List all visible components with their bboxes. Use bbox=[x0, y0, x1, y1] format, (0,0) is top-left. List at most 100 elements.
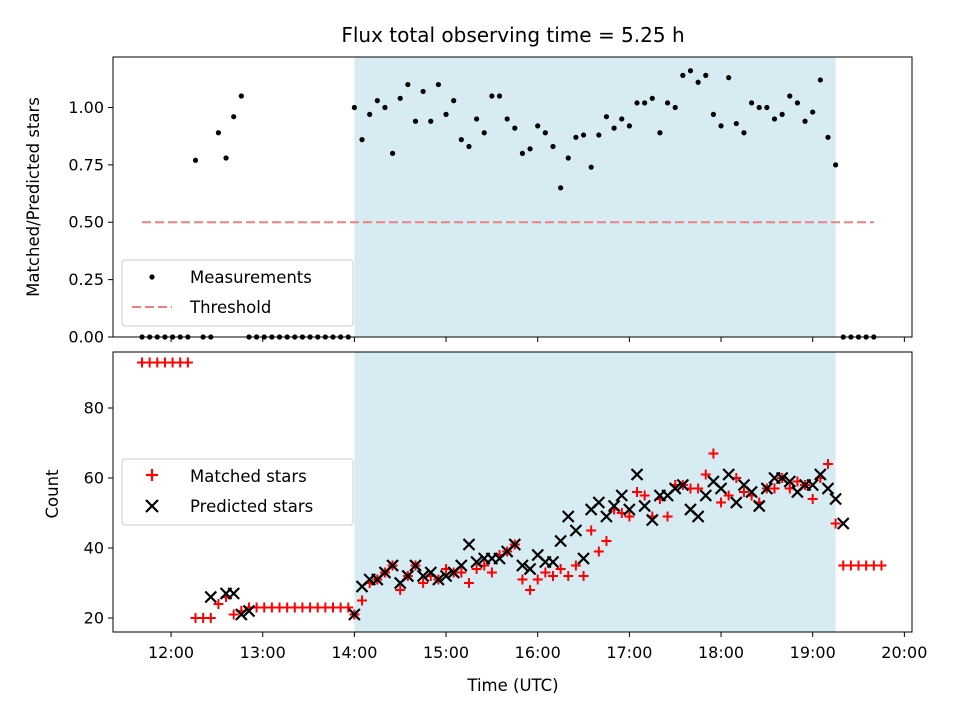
measurement-point bbox=[231, 114, 237, 120]
matched-star-point bbox=[738, 487, 749, 497]
predicted-star-point-b bbox=[646, 513, 659, 527]
predicted-star-point bbox=[227, 587, 240, 600]
matched-star-point bbox=[486, 567, 497, 578]
predicted-star-point-b bbox=[546, 555, 560, 569]
matched-star-point bbox=[463, 578, 474, 588]
predicted-star-point-b bbox=[424, 566, 438, 579]
predicted-star-point-b bbox=[561, 510, 575, 523]
bottom-x-tick-label: 14:00 bbox=[331, 643, 377, 662]
predicted-star-point-b bbox=[783, 475, 797, 488]
measurement-point bbox=[817, 77, 823, 83]
top-panel: Flux total observing time = 5.25 h 0.000… bbox=[24, 23, 913, 347]
predicted-star-point bbox=[416, 569, 430, 583]
legend-measurements-marker bbox=[149, 274, 155, 280]
predicted-star-point-b bbox=[470, 555, 483, 569]
top-y-tick-label: 0.25 bbox=[68, 270, 104, 289]
predicted-star-point-b bbox=[752, 499, 766, 513]
predicted-star-point-b bbox=[638, 499, 651, 513]
measurement-point bbox=[504, 116, 510, 122]
measurement-point bbox=[634, 100, 640, 106]
measurement-point bbox=[649, 95, 655, 101]
measurement-point bbox=[550, 143, 556, 150]
matched-star-point bbox=[532, 574, 543, 585]
predicted-star-point-b bbox=[707, 475, 720, 488]
measurement-point bbox=[603, 114, 610, 120]
measurement-point bbox=[695, 79, 701, 85]
predicted-star-point-b bbox=[814, 468, 827, 481]
measurement-point bbox=[611, 125, 617, 131]
predicted-star-point-b bbox=[432, 573, 445, 586]
predicted-star-point-b bbox=[615, 489, 629, 502]
matched-star-point bbox=[213, 599, 224, 609]
matched-star-point bbox=[228, 609, 239, 620]
predicted-star-point bbox=[691, 510, 705, 523]
matched-star-point bbox=[708, 448, 719, 459]
matched-star-point bbox=[357, 595, 368, 606]
predicted-star-point-b bbox=[760, 482, 774, 495]
measurement-point bbox=[481, 130, 487, 136]
predicted-star-point-b bbox=[607, 499, 621, 513]
predicted-star-point-b bbox=[592, 496, 606, 509]
bottom-x-tick-label: 13:00 bbox=[240, 643, 286, 662]
measurement-point bbox=[412, 118, 419, 124]
measurement-point bbox=[215, 130, 222, 136]
predicted-star-point-b bbox=[416, 569, 430, 583]
predicted-star-point-b bbox=[623, 503, 636, 516]
bottom-shaded-region bbox=[354, 352, 836, 632]
predicted-star-point bbox=[630, 468, 644, 481]
predicted-star-point bbox=[646, 513, 659, 527]
measurement-point bbox=[374, 98, 380, 104]
measurement-point bbox=[519, 150, 526, 156]
matched-star-point bbox=[716, 497, 727, 508]
measurement-point bbox=[496, 93, 503, 99]
predicted-star-point bbox=[600, 510, 613, 523]
bottom-x-tick-label: 16:00 bbox=[515, 643, 561, 662]
predicted-star-point-b bbox=[409, 559, 422, 572]
predicted-star-point bbox=[577, 552, 590, 565]
matched-star-point bbox=[418, 578, 429, 588]
matched-star-point bbox=[693, 483, 704, 494]
measurement-point bbox=[397, 95, 403, 101]
predicted-star-point-b bbox=[775, 471, 789, 485]
predicted-star-point bbox=[623, 503, 636, 516]
predicted-star-point-b bbox=[242, 604, 256, 618]
predicted-star-point-b bbox=[684, 503, 697, 516]
predicted-star-point bbox=[386, 559, 399, 572]
measurement-point bbox=[428, 118, 434, 124]
predicted-star-point-b bbox=[523, 562, 537, 576]
measurement-point bbox=[718, 123, 724, 129]
bottom-legend-box bbox=[121, 458, 354, 526]
bottom-axes-frame bbox=[112, 351, 913, 633]
bottom-x-tick-label: 18:00 bbox=[698, 643, 744, 662]
predicted-star-point-b bbox=[821, 482, 835, 495]
measurement-point bbox=[642, 100, 648, 106]
top-shaded-region bbox=[354, 57, 836, 337]
measurement-point bbox=[192, 157, 199, 163]
predicted-star-point-b bbox=[569, 524, 583, 537]
top-y-tick-label: 0.00 bbox=[68, 328, 104, 347]
predicted-star-point bbox=[462, 538, 476, 551]
matched-star-point bbox=[343, 602, 354, 613]
matched-star-point bbox=[876, 560, 887, 571]
top-legend: Measurements Threshold bbox=[121, 259, 354, 327]
predicted-star-point bbox=[806, 478, 819, 492]
measurement-point bbox=[466, 143, 472, 150]
bottom-x-axis-label: Time (UTC) bbox=[466, 676, 558, 695]
predicted-star-point-b bbox=[691, 510, 705, 523]
top-y-tick-label: 1.00 bbox=[68, 98, 104, 117]
bottom-y-tick-label: 60 bbox=[84, 469, 104, 488]
measurement-point bbox=[558, 185, 564, 191]
predicted-star-point-b bbox=[386, 559, 399, 572]
predicted-star-point-b bbox=[227, 587, 240, 600]
matched-star-point bbox=[578, 571, 589, 581]
measurement-point bbox=[223, 155, 229, 161]
measurement-point bbox=[733, 120, 739, 127]
predicted-star-point-b bbox=[676, 478, 690, 492]
measurement-point bbox=[833, 162, 839, 168]
measurement-point bbox=[810, 109, 816, 115]
top-legend-box bbox=[121, 259, 354, 327]
measurement-point bbox=[771, 116, 778, 122]
predicted-star-point bbox=[607, 499, 621, 513]
measurement-point bbox=[726, 75, 732, 81]
